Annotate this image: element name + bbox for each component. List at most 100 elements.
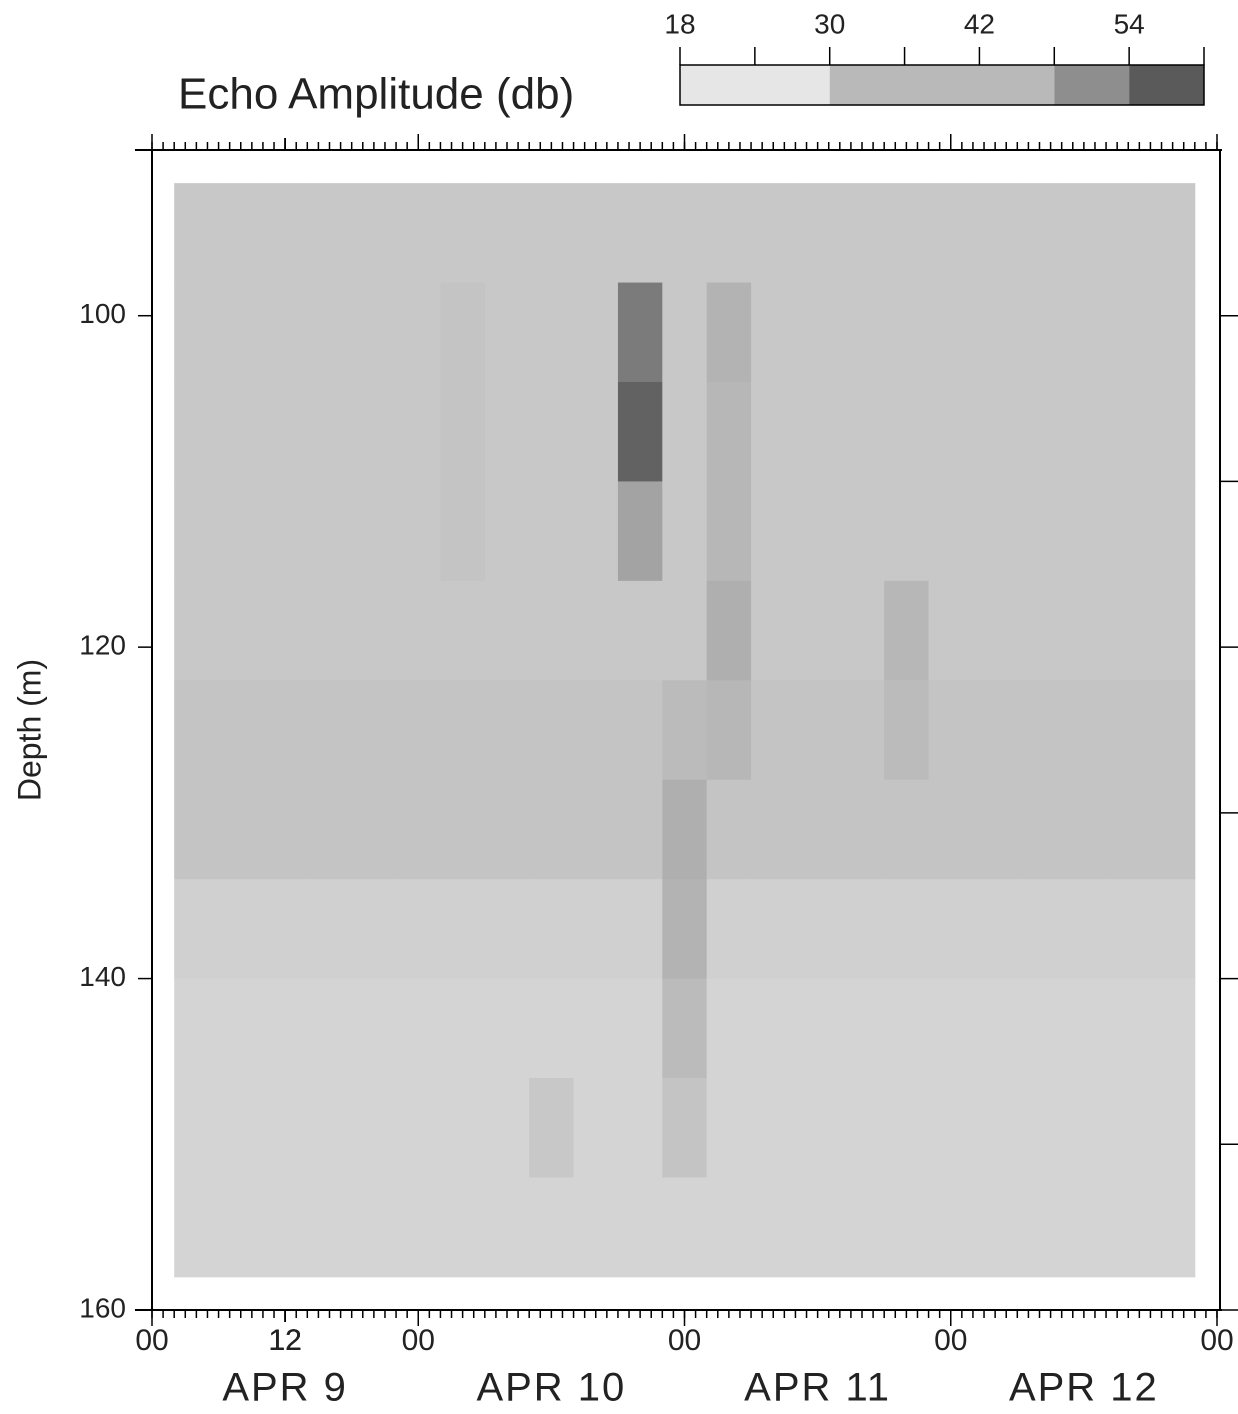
heatmap-cell	[706, 580, 752, 681]
date-label: APR 12	[1009, 1366, 1159, 1410]
heatmap-cell	[529, 580, 575, 681]
heatmap-cell	[174, 481, 220, 582]
heatmap-cell	[440, 1078, 486, 1178]
colorbar-band	[1129, 65, 1204, 105]
heatmap-cell	[839, 282, 885, 383]
x-tick-label: 12	[268, 1324, 301, 1357]
heatmap-cell	[218, 382, 264, 482]
heatmap-cell	[972, 879, 1018, 980]
heatmap-cell	[396, 779, 441, 880]
heatmap-cell	[706, 282, 752, 383]
heatmap-cell	[307, 1078, 353, 1178]
heatmap-cell	[617, 282, 663, 383]
heatmap-cell	[617, 1078, 663, 1178]
heatmap-cell	[839, 978, 885, 1079]
heatmap-cell	[1106, 580, 1151, 681]
heatmap-cell	[662, 481, 708, 582]
heatmap-cell	[1106, 779, 1151, 880]
heatmap-cell	[218, 680, 264, 781]
heatmap-cell	[440, 680, 486, 781]
heatmap-cell	[928, 1177, 974, 1278]
heatmap-cell	[884, 978, 930, 1079]
heatmap-cell	[484, 1177, 530, 1278]
x-tick-label: 00	[402, 1324, 435, 1357]
heatmap-cell	[351, 580, 397, 681]
heatmap-cell	[396, 382, 441, 482]
heatmap-cell	[262, 481, 308, 582]
heatmap-cell	[972, 680, 1018, 781]
colorbar-tick-label: 30	[814, 8, 845, 39]
heatmap-cell	[795, 680, 841, 781]
heatmap-cell	[440, 183, 486, 284]
colorbar-band	[680, 65, 830, 105]
heatmap-cell	[706, 680, 752, 781]
heatmap-cell	[440, 382, 486, 482]
x-tick-label: 12	[268, 1324, 301, 1357]
heatmap-cell	[262, 978, 308, 1079]
heatmap-cell	[484, 879, 530, 980]
heatmap-cell	[307, 481, 353, 582]
heatmap-cell	[662, 282, 708, 383]
heatmap-cell	[440, 1177, 486, 1278]
heatmap-cell	[884, 779, 930, 880]
heatmap-cell	[1106, 282, 1151, 383]
heatmap-cell	[1017, 183, 1063, 284]
heatmap-cell	[262, 1177, 308, 1278]
heatmap-cell	[617, 580, 663, 681]
heatmap-cell	[218, 1078, 264, 1178]
heatmap-cell	[484, 481, 530, 582]
heatmap-cell	[262, 680, 308, 781]
heatmap-cell	[396, 282, 441, 383]
heatmap-cell	[795, 1078, 841, 1178]
heatmap-cell	[218, 580, 264, 681]
heatmap-cell	[972, 978, 1018, 1079]
heatmap-cell	[839, 481, 885, 582]
heatmap-cell	[928, 481, 974, 582]
heatmap-cell	[662, 580, 708, 681]
heatmap-cell	[396, 680, 441, 781]
heatmap-cell	[839, 580, 885, 681]
heatmap-cell	[573, 779, 619, 880]
y-tick-label: 100	[79, 298, 126, 329]
heatmap-cell	[751, 879, 796, 980]
heatmap-cell	[1061, 680, 1107, 781]
heatmap-cell	[573, 1078, 619, 1178]
heatmap-cell	[262, 282, 308, 383]
heatmap-cell	[307, 1177, 353, 1278]
heatmap-cell	[351, 382, 397, 482]
heatmap-cell	[307, 282, 353, 383]
x-tick-label: 12	[268, 1324, 301, 1357]
heatmap-cell	[662, 978, 708, 1079]
heatmap-cell	[1017, 1177, 1063, 1278]
heatmap-cell	[795, 879, 841, 980]
heatmap-cell	[262, 382, 308, 482]
heatmap-cell	[617, 481, 663, 582]
date-label: APR 9	[222, 1366, 348, 1410]
heatmap-cell	[262, 580, 308, 681]
x-tick-label: 00	[668, 1324, 701, 1357]
heatmap-cell	[751, 580, 796, 681]
heatmap-cell	[573, 382, 619, 482]
heatmap-cell	[1061, 183, 1107, 284]
heatmap-cell	[1061, 580, 1107, 681]
heatmap-cell	[839, 779, 885, 880]
heatmap-cell	[573, 879, 619, 980]
heatmap-cell	[751, 481, 796, 582]
heatmap-cell	[529, 382, 575, 482]
heatmap-cell	[751, 978, 796, 1079]
heatmap-cell	[529, 680, 575, 781]
heatmap-cell	[262, 1078, 308, 1178]
heatmap-cell	[662, 1177, 708, 1278]
heatmap-cell	[529, 879, 575, 980]
heatmap-cell	[706, 1177, 752, 1278]
heatmap-cell	[396, 1177, 441, 1278]
heatmap-cell	[1017, 680, 1063, 781]
heatmap-cell	[1017, 879, 1063, 980]
heatmap-cell	[1017, 382, 1063, 482]
heatmap-cell	[529, 481, 575, 582]
heatmap-cell	[351, 282, 397, 383]
heatmap-cell	[1150, 282, 1196, 383]
heatmap-cell	[972, 183, 1018, 284]
heatmap-cell	[751, 282, 796, 383]
heatmap-cell	[218, 183, 264, 284]
